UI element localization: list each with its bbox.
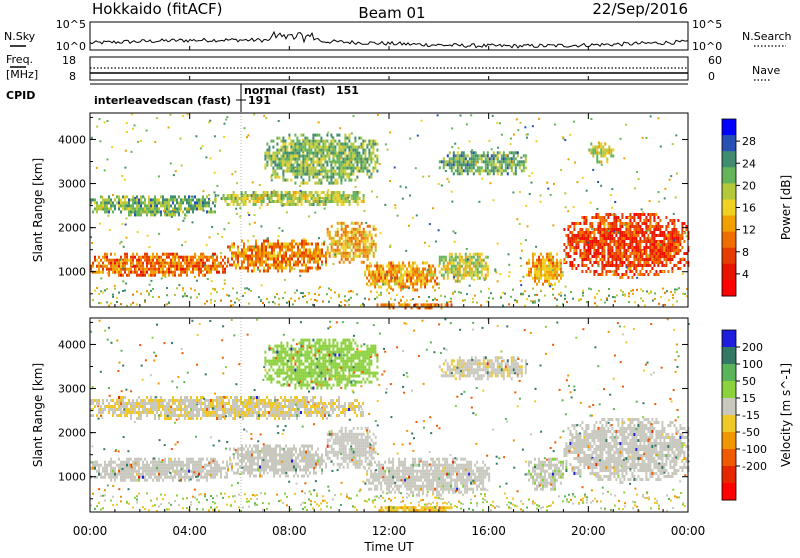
velocity-ytick-label-3: 4000 [58, 338, 86, 351]
power-y-axis-label: Slant Range [km] [31, 158, 45, 262]
velocity-cbar-tick-label-3: 15 [742, 392, 756, 405]
x-tick-label-6: 00:00 [671, 524, 706, 538]
freq-tick-high: 18 [62, 54, 76, 67]
x-tick-label-2: 08:00 [272, 524, 307, 538]
velocity-ytick-label-1: 2000 [58, 427, 86, 440]
power-cbar-tick-label-0: 4 [742, 268, 749, 281]
velocity-y-axis-label: Slant Range [km] [31, 363, 45, 467]
velocity-cbar-tick-label-1: 100 [742, 358, 763, 371]
power-ytick-label-3: 4000 [58, 133, 86, 146]
velocity-cbar-cell-9 [722, 483, 736, 501]
power-cbar-tick-label-4: 20 [742, 179, 756, 192]
power-cbar-tick-label-3: 16 [742, 202, 756, 215]
velocity-cbar-cell-2 [722, 364, 736, 382]
velocity-cbar-tick-label-2: 50 [742, 375, 756, 388]
x-axis-label: Time UT [363, 540, 414, 554]
station-title: Hokkaido (fitACF) [92, 0, 223, 18]
velocity-colorbar: 200 100 50 15 -15 -50 -100 -200 Velocity [m s^-1… [722, 330, 793, 501]
velocity-cbar-cell-3 [722, 381, 736, 399]
noise-tick-right-low: 10^0 [692, 40, 722, 53]
noise-trace [90, 32, 688, 48]
freq-tick-low: 8 [69, 70, 76, 83]
velocity-panel: 1000 2000 3000 4000 Slant Range [km] [31, 318, 690, 512]
velocity-cbar-tick-label-7: -200 [742, 460, 767, 473]
power-echo-region-11 [377, 303, 453, 309]
power-ytick-label-2: 3000 [58, 178, 86, 191]
beam-title: Beam 01 [358, 4, 425, 22]
power-cbar-cell-10 [722, 280, 736, 297]
noise-line [90, 32, 688, 48]
power-cbar-cell-5 [722, 199, 736, 216]
power-cbar-cell-2 [722, 151, 736, 168]
velocity-cbar-tick-label-6: -100 [742, 443, 767, 456]
freq-unit: [MHz] [6, 68, 38, 81]
power-cbar-tick-label-2: 12 [742, 224, 756, 237]
velocity-echo-region-9 [379, 506, 453, 512]
power-colorbar: 4 8 12 16 20 24 28 Power [dB] [722, 119, 793, 297]
power-cbar-cell-1 [722, 135, 736, 152]
power-cbar-cell-8 [722, 248, 736, 265]
power-cbar-cell-9 [722, 264, 736, 281]
nave-tick-high: 60 [708, 54, 722, 67]
power-cbar-cell-3 [722, 167, 736, 184]
velocity-cbar-cell-5 [722, 415, 736, 433]
power-cbar-tick-label-5: 24 [742, 157, 756, 170]
velocity-cbar-cell-6 [722, 432, 736, 450]
power-ytick-label-1: 2000 [58, 222, 86, 235]
x-tick-label-1: 04:00 [172, 524, 207, 538]
x-tick-label-0: 00:00 [73, 524, 108, 538]
velocity-cbar-tick-label-4: -15 [742, 409, 760, 422]
noise-panel-frame [90, 22, 688, 50]
nave-tick-low: 0 [708, 70, 715, 83]
x-tick-label-3: 12:00 [372, 524, 407, 538]
velocity-ytick-label-0: 1000 [58, 471, 86, 484]
power-cbar-cell-7 [722, 232, 736, 249]
power-ytick-label-0: 1000 [58, 266, 86, 279]
velocity-cbar-label: Velocity [m s^-1] [779, 363, 793, 467]
noise-tick-right-high: 10^5 [692, 18, 722, 31]
power-panel: 1000 2000 3000 4000 Slant Range [km] [31, 113, 689, 309]
power-cbar-cell-4 [722, 183, 736, 200]
velocity-cbar-cell-0 [722, 330, 736, 348]
power-cbar-tick-label-6: 28 [742, 135, 756, 148]
nsky-label: N.Sky [4, 30, 36, 43]
velocity-cbar-cell-1 [722, 347, 736, 365]
x-tick-label-5: 20:00 [571, 524, 606, 538]
velocity-cbar-cell-4 [722, 398, 736, 416]
power-cbar-label: Power [dB] [779, 175, 793, 240]
date-title: 22/Sep/2016 [592, 0, 688, 18]
nave-label: Nave [752, 64, 780, 77]
x-tick-label-4: 16:00 [471, 524, 506, 538]
cpid-seg2-label: normal (fast) [244, 84, 325, 97]
freq-label: Freq. [6, 53, 33, 66]
power-cbar-cell-0 [722, 119, 736, 136]
velocity-cbar-cell-8 [722, 466, 736, 484]
cpid-seg1-label: interleavedscan (fast) [94, 94, 231, 107]
noise-tick-left-low: 10^0 [56, 40, 86, 53]
cpid-seg2-id: 151 [336, 84, 359, 97]
power-cbar-tick-label-1: 8 [742, 246, 749, 259]
velocity-cbar-tick-label-0: 200 [742, 341, 763, 354]
velocity-cbar-cell-7 [722, 449, 736, 467]
nsearch-label: N.Search [742, 30, 792, 43]
velocity-ytick-label-2: 3000 [58, 383, 86, 396]
power-cbar-cell-6 [722, 216, 736, 233]
velocity-cbar-tick-label-5: -50 [742, 426, 760, 439]
cpid-label: CPID [6, 89, 35, 102]
noise-tick-left-high: 10^5 [56, 18, 86, 31]
